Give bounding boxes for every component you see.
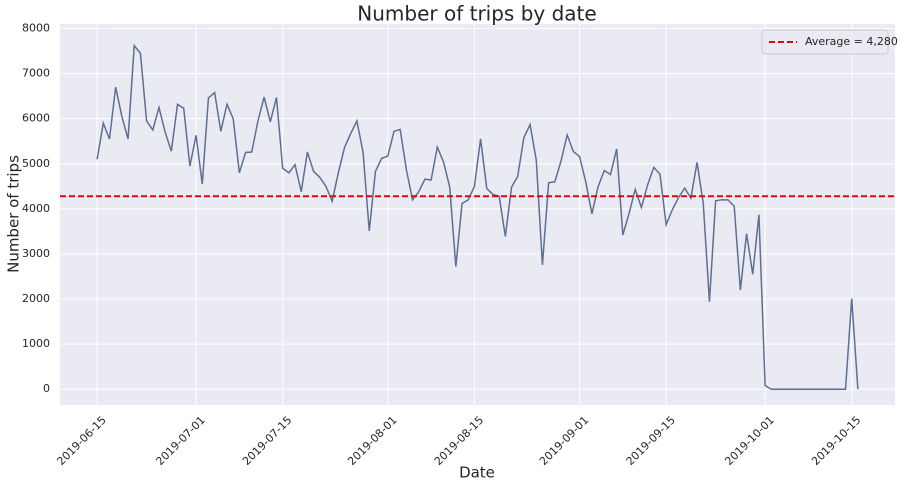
legend-box [761,29,889,55]
y-tick-label: 0 [43,382,50,395]
legend-label: Average = 4,280 [805,35,898,48]
x-tick-label: 2019-07-01 [153,414,207,468]
chart-title: Number of trips by date [357,2,596,26]
y-tick-label: 1000 [22,337,50,350]
x-axis-label: Date [459,464,495,482]
x-tick-label: 2019-09-01 [537,414,591,468]
y-tick-label: 7000 [22,67,50,80]
y-tick-label: 6000 [22,112,50,125]
y-tick-label: 2000 [22,292,50,305]
y-tick-label: 5000 [22,157,50,170]
y-tick-label: 4000 [22,202,50,215]
x-tick-label: 2019-08-15 [432,414,486,468]
y-tick-label: 3000 [22,247,50,260]
y-tick-label: 8000 [22,22,50,35]
x-tick-label: 2019-06-15 [54,414,108,468]
x-tick-label: 2019-07-15 [240,414,294,468]
plot-area [60,24,895,405]
x-tick-label: 2019-08-01 [345,414,399,468]
x-tick-label: 2019-10-15 [809,414,863,468]
x-tick-label: 2019-09-15 [624,414,678,468]
y-axis-label: Number of trips [5,155,23,273]
x-tick-label: 2019-10-01 [722,414,776,468]
data-line [96,43,859,390]
